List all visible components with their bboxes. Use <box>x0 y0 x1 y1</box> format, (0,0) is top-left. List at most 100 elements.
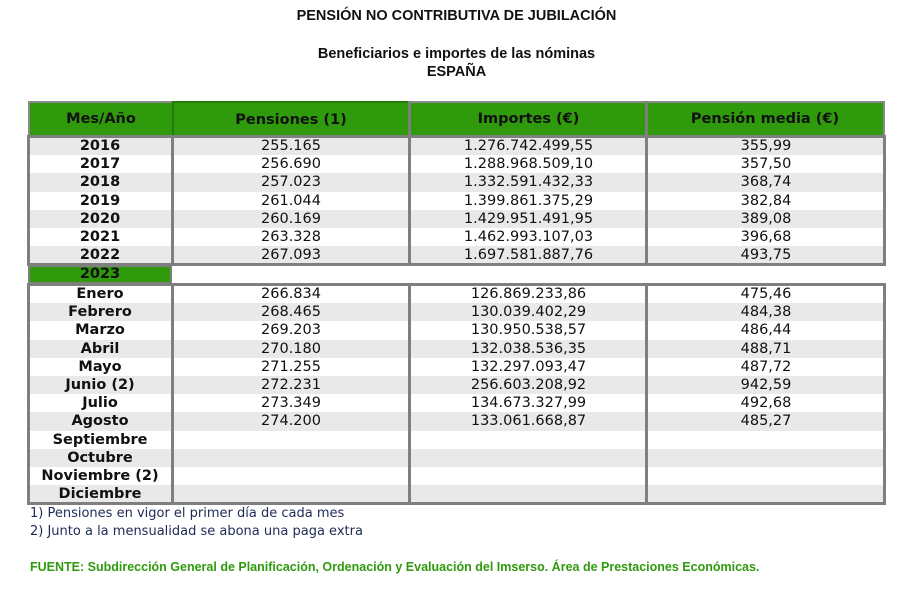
period-cell: Junio (2) <box>65 376 135 393</box>
pensiones-cell <box>172 485 410 503</box>
importes-cell: 1.429.951.491,95 <box>463 210 594 227</box>
table-row: Septiembre <box>28 431 885 449</box>
footnote-1: 1) Pensiones en vigor el primer día de c… <box>30 506 345 521</box>
divider <box>408 283 411 505</box>
pensiones-cell: 257.023 <box>261 174 321 191</box>
table-row: 2021 263.328 1.462.993.107,03 396,68 <box>28 228 885 246</box>
pensiones-cell <box>172 431 410 449</box>
period-cell: 2022 <box>79 247 121 264</box>
table-row: 2018 257.023 1.332.591.432,33 368,74 <box>28 173 885 192</box>
divider <box>645 283 648 505</box>
monthly-table: Enero 266.834 126.869.233,86 475,46 Febrero 2… <box>28 285 885 504</box>
pension-media-cell: 355,99 <box>740 138 792 154</box>
importes-cell <box>410 485 647 503</box>
importes-cell: 1.276.742.499,55 <box>463 138 594 154</box>
table-row: 2020 260.169 1.429.951.491,95 389,08 <box>28 209 885 228</box>
pension-media-cell: 357,50 <box>740 156 792 173</box>
importes-cell: 1.288.968.509,10 <box>463 156 594 173</box>
importes-cell <box>410 431 647 449</box>
pensiones-cell: 271.255 <box>261 358 321 375</box>
period-cell: Agosto <box>71 413 129 430</box>
header-importes: Importes (€) <box>477 111 580 127</box>
table-row: Marzo 269.203 130.950.538,57 486,44 <box>28 321 885 339</box>
divider <box>645 101 648 266</box>
period-cell: 2020 <box>79 210 121 227</box>
pension-media-cell: 484,38 <box>740 304 792 321</box>
table-row: Julio 273.349 134.673.327,99 492,68 <box>28 394 885 412</box>
period-cell: Enero <box>76 286 124 302</box>
header-pensiones: Pensiones (1) <box>172 101 410 137</box>
pensiones-cell: 261.044 <box>261 192 321 209</box>
importes-cell: 132.038.536,35 <box>470 340 587 357</box>
importes-cell: 1.462.993.107,03 <box>463 228 594 245</box>
table-row: Abril 270.180 132.038.536,35 488,71 <box>28 339 885 358</box>
pension-media-cell: 389,08 <box>740 210 792 227</box>
pension-media-cell: 485,27 <box>740 413 792 430</box>
period-cell: Mayo <box>78 358 122 375</box>
source-note: FUENTE: Subdirección General de Planific… <box>30 560 760 574</box>
document-region: ESPAÑA <box>426 64 487 80</box>
importes-cell: 1.332.591.432,33 <box>463 174 594 191</box>
pension-media-cell: 487,72 <box>740 358 792 375</box>
pensiones-cell <box>172 467 410 485</box>
importes-cell <box>410 449 647 467</box>
year-section-label: 2023 <box>28 265 172 284</box>
header-pension-media: Pensión media (€) <box>690 111 840 127</box>
importes-cell: 126.869.233,86 <box>470 286 587 302</box>
pensiones-cell: 270.180 <box>261 340 321 357</box>
period-cell: 2019 <box>79 192 121 209</box>
pensiones-cell: 256.690 <box>261 156 321 173</box>
pension-media-cell: 396,68 <box>740 228 792 245</box>
pensiones-cell: 268.465 <box>261 304 321 321</box>
header-mes-ano: Mes/Año <box>66 111 136 127</box>
pensiones-cell: 269.203 <box>261 322 321 339</box>
pension-media-cell: 942,59 <box>740 376 792 393</box>
table-header: Mes/Año Pensiones (1) Importes (€) Pensi… <box>28 101 885 137</box>
pension-media-cell: 493,75 <box>740 247 792 264</box>
importes-cell <box>410 467 647 485</box>
table-row: Noviembre (2) <box>28 467 885 485</box>
importes-cell: 1.697.581.887,76 <box>463 247 594 264</box>
pensiones-cell: 272.231 <box>261 376 321 393</box>
footnote-2: 2) Junto a la mensualidad se abona una p… <box>30 524 363 539</box>
table-row: 2017 256.690 1.288.968.509,10 357,50 <box>28 155 885 173</box>
pension-media-cell: 368,74 <box>740 174 792 191</box>
importes-cell: 134.673.327,99 <box>470 395 587 412</box>
period-cell: Diciembre <box>58 486 142 503</box>
pension-media-cell: 382,84 <box>740 192 792 209</box>
pensiones-cell: 263.328 <box>261 228 321 245</box>
table-row: 2019 261.044 1.399.861.375,29 382,84 <box>28 192 885 210</box>
importes-cell: 130.039.402,29 <box>470 304 587 321</box>
pension-media-cell <box>647 431 885 449</box>
divider <box>171 283 174 505</box>
pensiones-cell: 266.834 <box>261 286 321 302</box>
importes-cell: 132.297.093,47 <box>470 358 587 375</box>
pension-media-cell: 492,68 <box>740 395 792 412</box>
importes-cell: 256.603.208,92 <box>470 376 587 393</box>
table-row: Junio (2) 272.231 256.603.208,92 942,59 <box>28 375 885 395</box>
divider <box>171 135 174 266</box>
pensiones-cell: 273.349 <box>261 395 321 412</box>
table-row: Octubre <box>28 448 885 467</box>
document-title: PENSIÓN NO CONTRIBUTIVA DE JUBILACIÓN <box>296 8 617 24</box>
table-row: Mayo 271.255 132.297.093,47 487,72 <box>28 358 885 376</box>
pension-media-cell: 488,71 <box>740 340 792 357</box>
pensiones-cell: 274.200 <box>261 413 321 430</box>
table-row: Agosto 274.200 133.061.668,87 485,27 <box>28 412 885 431</box>
annual-table: 2016 255.165 1.276.742.499,55 355,99 2017 256… <box>28 137 885 265</box>
period-cell: 2017 <box>79 156 121 173</box>
importes-cell: 133.061.668,87 <box>470 413 587 430</box>
table-row: Enero 266.834 126.869.233,86 475,46 <box>28 285 885 303</box>
period-cell: Abril <box>80 340 120 357</box>
table-row: Febrero 268.465 130.039.402,29 484,38 <box>28 303 885 322</box>
table-row: 2016 255.165 1.276.742.499,55 355,99 <box>28 137 885 156</box>
pension-media-cell: 475,46 <box>740 286 792 302</box>
period-cell: Febrero <box>68 304 132 321</box>
divider <box>408 101 411 266</box>
period-cell: Marzo <box>75 322 125 339</box>
pensiones-cell: 255.165 <box>261 138 321 154</box>
table-row: Diciembre <box>28 485 885 504</box>
period-cell: 2018 <box>79 174 121 191</box>
pensiones-cell: 267.093 <box>261 247 321 264</box>
period-cell: 2016 <box>79 138 121 154</box>
